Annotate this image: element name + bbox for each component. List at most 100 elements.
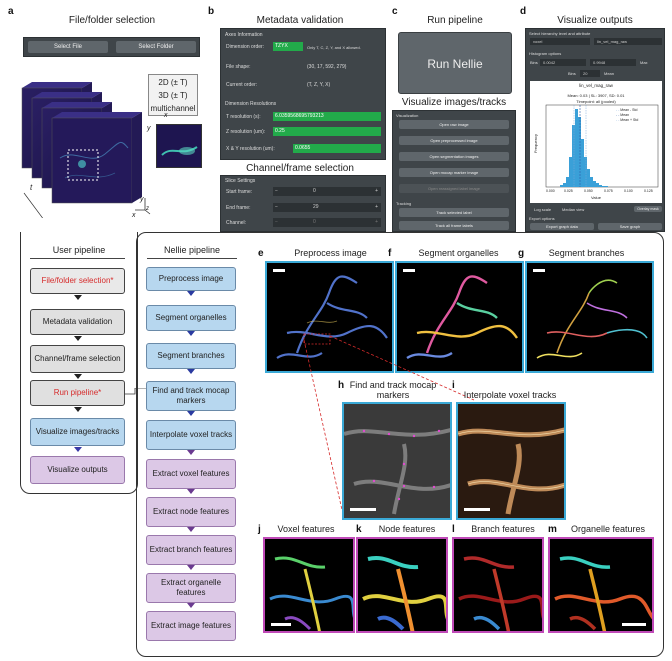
current-order-label: Current order: bbox=[226, 82, 258, 88]
x-tick-4: 0.100 bbox=[624, 189, 633, 193]
start-frame-value: 0 bbox=[313, 188, 316, 194]
hist-bar bbox=[605, 186, 608, 187]
median-view-checkbox[interactable]: Median view bbox=[562, 207, 585, 212]
panel-m-title: Organelle features bbox=[570, 524, 646, 534]
select-file-button[interactable]: Select File bbox=[28, 41, 108, 53]
nellie-step-4: Find and track mocap markers bbox=[146, 381, 236, 411]
file-select-bar: Select File Select Folder bbox=[23, 37, 200, 57]
max-field[interactable]: 0.9948 bbox=[590, 59, 636, 66]
user-pipeline-frame bbox=[20, 232, 138, 494]
open-raw-image-button[interactable]: Open raw image bbox=[399, 120, 509, 129]
bins-field[interactable]: 20 bbox=[580, 70, 600, 77]
nellie-frame bbox=[136, 232, 664, 657]
export-graph-button[interactable]: Export graph data bbox=[530, 223, 594, 230]
inset-axis-y: y bbox=[147, 125, 151, 132]
panel-c-title: Run pipeline bbox=[427, 15, 483, 26]
mocap-markers-image bbox=[342, 402, 452, 520]
open-preprocessed-button[interactable]: Open preprocessed image bbox=[399, 136, 509, 145]
legend-mean-plus: Mean + Std bbox=[620, 118, 639, 122]
hist-bar bbox=[569, 157, 572, 187]
hist-bar bbox=[599, 185, 602, 187]
plot-timepoint: Timepoint: all (pooled) bbox=[576, 99, 616, 104]
open-reassigned-button[interactable]: Open reassigned label image bbox=[399, 184, 509, 193]
log-scale-checkbox[interactable]: Log scale bbox=[534, 207, 552, 212]
nellie-step-9: Extract organelle features bbox=[146, 573, 236, 603]
hist-bar bbox=[578, 117, 581, 187]
step-channel-frame: Channel/frame selection bbox=[30, 345, 125, 373]
nellie-arrow-1 bbox=[187, 291, 195, 296]
image-stack bbox=[21, 82, 142, 218]
panel-label-j: j bbox=[258, 524, 261, 535]
nellie-arrow-7 bbox=[187, 527, 195, 532]
xy-res-field[interactable]: 0.0655 bbox=[293, 144, 381, 153]
organelle-features-image bbox=[548, 537, 654, 633]
histogram-plot: lin_vel_mag_raw Mean: 0.03 | SL: 3907, S… bbox=[530, 81, 662, 203]
level-dropdown[interactable]: voxel bbox=[530, 38, 590, 45]
panel-i-title: Interpolate voxel tracks bbox=[463, 390, 557, 400]
nellie-arrow-9 bbox=[187, 603, 195, 608]
segment-branches-image bbox=[525, 261, 654, 373]
legend-mean-minus: Mean - Std bbox=[620, 108, 638, 112]
stack-layer-4 bbox=[51, 112, 142, 204]
user-pipeline-title: User pipeline bbox=[52, 245, 106, 255]
stack-axis-y: y bbox=[140, 196, 144, 203]
panel-h-title: Find and track mocap markers bbox=[338, 380, 448, 400]
end-frame-spinner[interactable]: −29 + bbox=[273, 203, 381, 212]
dim-order-label: Dimension order: bbox=[226, 44, 265, 50]
histogram-options-heading: Histogram options bbox=[529, 51, 562, 56]
track-selected-button[interactable]: Track selected label bbox=[399, 208, 509, 217]
bins-label-2: Bins bbox=[568, 71, 576, 76]
nellie-title-rule bbox=[147, 258, 237, 259]
panel-a-title: File/folder selection bbox=[68, 15, 156, 26]
x-tick-2: 0.050 bbox=[584, 189, 593, 193]
zoom-dashes bbox=[303, 333, 475, 511]
scale-bar-f bbox=[403, 269, 415, 272]
axes-info-heading: Axes Information bbox=[225, 32, 263, 38]
panel-e-title: Preprocess image bbox=[294, 248, 367, 258]
run-nellie-button[interactable]: Run Nellie bbox=[398, 32, 512, 94]
select-hier-heading: Select hierarchy level and attribute bbox=[529, 31, 591, 36]
nellie-step-10: Extract image features bbox=[146, 611, 236, 641]
nellie-step-3: Segment branches bbox=[146, 343, 236, 369]
axis-t-label: t bbox=[30, 183, 33, 192]
t-res-field[interactable]: 6.0359568695793213 bbox=[273, 112, 381, 121]
scale-bar-g bbox=[533, 269, 545, 272]
hist-bar bbox=[587, 169, 590, 187]
dim-order-field[interactable]: TZYX bbox=[273, 42, 303, 51]
step-file-folder: File/folder selection* bbox=[30, 268, 125, 294]
step-metadata: Metadata validation bbox=[30, 309, 125, 335]
x-tick-3: 0.075 bbox=[604, 189, 613, 193]
hist-legend: - - Mean - Std - - Mean - - Mean + Std bbox=[616, 108, 639, 122]
nellie-step-6: Extract voxel features bbox=[146, 459, 236, 489]
track-all-button[interactable]: Track all frame labels bbox=[399, 221, 509, 230]
current-order-value: (T, Z, Y, X) bbox=[307, 82, 331, 88]
nellie-arrow-2 bbox=[187, 331, 195, 336]
nellie-arrow-5 bbox=[187, 450, 195, 455]
min-field[interactable]: 0.0042 bbox=[540, 59, 586, 66]
save-graph-button[interactable]: Save graph bbox=[598, 223, 662, 230]
hist-bar bbox=[566, 177, 569, 187]
slice-settings-panel: Slice Settings Start frame: −0 + End fram… bbox=[220, 175, 386, 232]
select-folder-button[interactable]: Select Folder bbox=[116, 41, 196, 53]
start-frame-spinner[interactable]: −0 + bbox=[273, 187, 381, 196]
metadata-panel: Axes Information Dimension order: TZYX O… bbox=[220, 28, 386, 160]
hist-bar bbox=[572, 125, 575, 187]
user-title-rule bbox=[30, 258, 125, 259]
t-res-label: T resolution (s): bbox=[226, 114, 261, 120]
xy-res-label: X & Y resolution (um): bbox=[226, 146, 275, 152]
attribute-dropdown[interactable]: lin_vel_mag_raw bbox=[594, 38, 662, 45]
open-mocap-button[interactable]: Open mocap marker image bbox=[399, 168, 509, 177]
panel-label-h: h bbox=[338, 380, 345, 391]
segment-organelles-image bbox=[395, 261, 524, 373]
panel-l-title: Branch features bbox=[471, 524, 535, 534]
nellie-arrow-6 bbox=[187, 489, 195, 494]
overlay-mask-button[interactable]: Overlay mask bbox=[634, 206, 662, 212]
panel-label-i: i bbox=[452, 380, 455, 391]
panel-label-a: a bbox=[8, 6, 14, 17]
channel-spinner[interactable]: −0 + bbox=[273, 218, 381, 227]
x-tick-1: 0.025 bbox=[564, 189, 573, 193]
x-tick-row: 0.000 0.025 0.050 0.075 0.100 0.125 bbox=[546, 189, 658, 194]
z-res-field[interactable]: 0.25 bbox=[273, 127, 381, 136]
export-options-heading: Export options bbox=[529, 216, 555, 221]
open-segmentation-button[interactable]: Open segmentation images bbox=[399, 152, 509, 161]
